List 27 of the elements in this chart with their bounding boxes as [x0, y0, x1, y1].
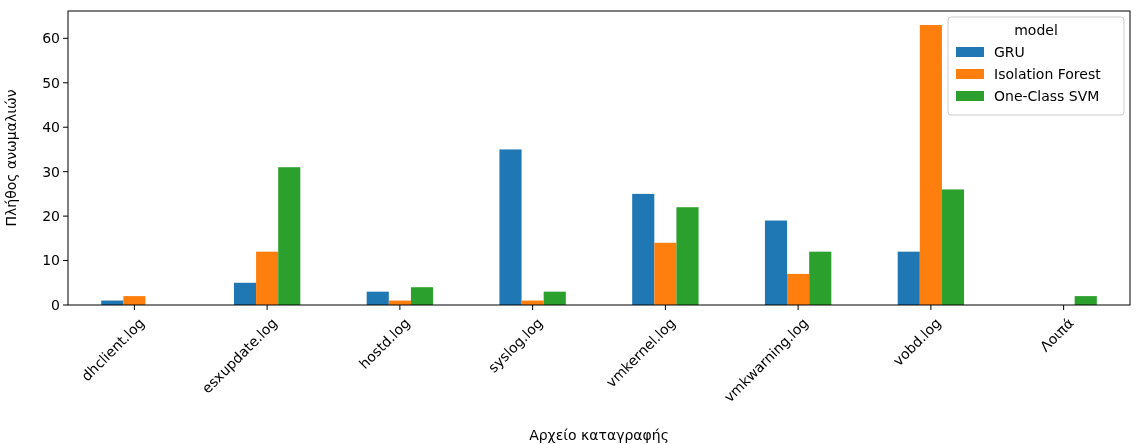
y-tick-label: 20: [42, 208, 60, 225]
y-axis-title: Πλήθος ανωμαλιών: [3, 89, 19, 227]
y-tick-label: 30: [42, 163, 60, 180]
bar: [632, 193, 655, 305]
bar: [764, 220, 788, 305]
legend-title: model: [1014, 22, 1058, 38]
y-tick-label: 50: [42, 74, 60, 91]
bar: [410, 287, 434, 305]
bar: [499, 149, 522, 305]
bar: [233, 282, 257, 305]
y-tick-label: 0: [51, 296, 60, 313]
y-tick-label: 10: [42, 252, 60, 269]
y-tick-label: 60: [42, 30, 60, 47]
x-axis-title: Αρχείο καταγραφής: [529, 427, 669, 443]
bar: [654, 242, 677, 305]
y-tick-label: 40: [42, 119, 60, 136]
bar: [787, 273, 810, 305]
bar: [919, 25, 942, 305]
bar: [676, 207, 699, 305]
bar: [941, 189, 965, 305]
bar: [278, 167, 301, 305]
legend-label: One-Class SVM: [994, 87, 1100, 104]
bar: [256, 251, 279, 305]
legend-label: Isolation Forest: [994, 65, 1102, 82]
bar: [897, 251, 920, 305]
bar: [809, 251, 832, 305]
legend-label: GRU: [994, 43, 1025, 60]
